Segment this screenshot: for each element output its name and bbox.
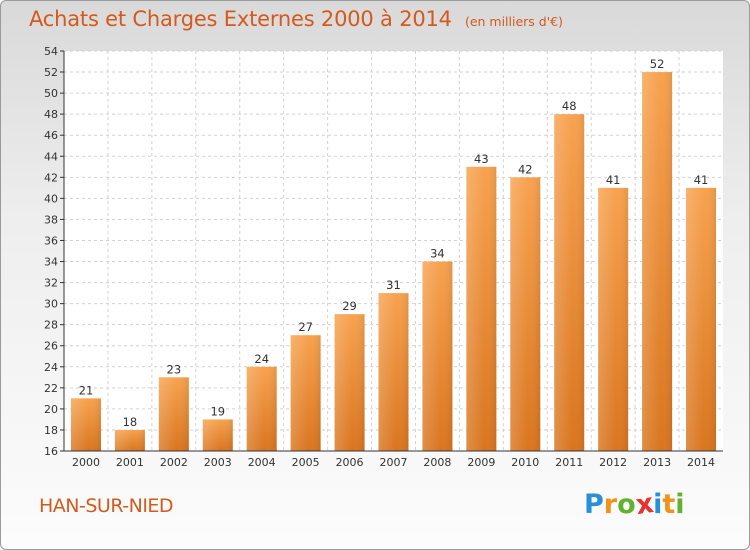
bar-shade: [246, 366, 277, 451]
x-tick-label: 2014: [687, 456, 715, 469]
y-tick-label: 44: [44, 150, 58, 163]
x-tick-label: 2011: [555, 456, 583, 469]
y-tick-label: 32: [44, 277, 58, 290]
x-tick-label: 2006: [336, 456, 364, 469]
bar-shade: [598, 187, 629, 451]
data-label: 41: [694, 173, 709, 187]
data-labels: 21 18 23 19 24 27 29 31 34 43 42 48 41 52 41: [79, 57, 709, 429]
bar-shade: [158, 377, 189, 451]
bar-shade: [334, 314, 365, 451]
chart-subtitle: (en milliers d'€): [464, 14, 563, 29]
bar-shade: [114, 429, 145, 451]
y-tick-label: 30: [44, 298, 58, 311]
x-tick-label: 2012: [599, 456, 627, 469]
data-label: 48: [562, 99, 577, 113]
bar-shade: [642, 72, 673, 451]
x-tick-label: 2002: [160, 456, 188, 469]
x-tick-label: 2008: [423, 456, 451, 469]
y-tick-label: 46: [44, 129, 58, 142]
data-label: 23: [167, 362, 182, 376]
proxiti-logo: Proxiti: [584, 487, 685, 522]
bar-shade: [202, 419, 233, 451]
x-tick-label: 2001: [116, 456, 144, 469]
logo-letter: o: [617, 489, 636, 520]
y-tick-label: 28: [44, 319, 58, 332]
y-tick-label: 26: [44, 340, 58, 353]
bar-shade: [422, 261, 453, 451]
logo-letter: t: [662, 489, 676, 520]
x-tick-label: 2000: [72, 456, 100, 469]
y-tick-label: 52: [44, 66, 58, 79]
y-tick-label: 38: [44, 213, 58, 226]
y-tick-label: 18: [44, 424, 58, 437]
y-tick-label: 24: [44, 361, 58, 374]
data-label: 52: [650, 57, 665, 71]
logo-letter: i: [675, 489, 685, 520]
y-tick-label: 42: [44, 171, 58, 184]
x-tick-label: 2013: [643, 456, 671, 469]
bar-shade: [290, 335, 321, 451]
logo-letter: i: [653, 489, 663, 520]
y-tick-label: 20: [44, 403, 58, 416]
y-tick-label: 36: [44, 234, 58, 247]
y-tick-label: 34: [44, 256, 58, 269]
y-tick-label: 54: [44, 45, 58, 58]
chart-title: Achats et Charges Externes 2000 à 2014: [29, 7, 452, 31]
data-label: 29: [342, 299, 357, 313]
bar-shade: [510, 177, 541, 451]
x-tick-label: 2003: [204, 456, 232, 469]
x-tick-label: 2005: [292, 456, 320, 469]
data-label: 41: [606, 173, 621, 187]
y-tick-label: 16: [44, 445, 58, 458]
y-tick-label: 50: [44, 87, 58, 100]
title-row: Achats et Charges Externes 2000 à 2014 (…: [29, 7, 563, 31]
logo-letter: r: [603, 489, 618, 520]
data-label: 43: [474, 152, 489, 166]
x-tick-label: 2007: [380, 456, 408, 469]
data-label: 34: [430, 247, 445, 261]
bars: [70, 72, 717, 451]
bar-shade: [70, 398, 101, 451]
x-tick-label: 2010: [511, 456, 539, 469]
place-name: HAN-SUR-NIED: [39, 495, 174, 517]
logo-letter: x: [633, 487, 656, 522]
data-label: 31: [386, 278, 401, 292]
y-tick-label: 48: [44, 108, 58, 121]
data-label: 27: [298, 320, 313, 334]
bar-shade: [378, 293, 409, 451]
data-label: 18: [123, 415, 138, 429]
bar-shade: [686, 187, 717, 451]
data-label: 42: [518, 162, 533, 176]
x-tick-label: 2004: [248, 456, 276, 469]
data-label: 21: [79, 383, 94, 397]
bar-shade: [554, 114, 585, 451]
data-label: 24: [254, 352, 269, 366]
bar-shade: [466, 166, 497, 451]
x-tick-label: 2009: [467, 456, 495, 469]
logo-letter: P: [584, 489, 604, 520]
y-tick-label: 22: [44, 382, 58, 395]
axes: 16 18 20 22 24 26 28 30 32 34 36 38 40 42 44 46 48 50 52 54…: [44, 45, 723, 469]
y-tick-label: 40: [44, 192, 58, 205]
data-label: 19: [210, 404, 225, 418]
